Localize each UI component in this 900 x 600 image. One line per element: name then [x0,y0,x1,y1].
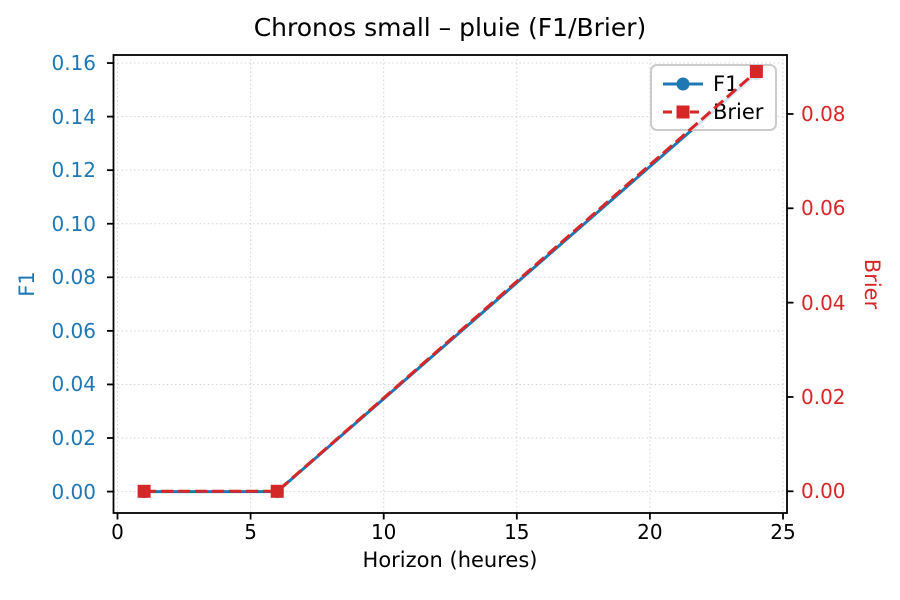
right-tick-label: 0.06 [801,196,846,221]
left-tick-label: 0.02 [51,426,96,450]
x-tick-label: 25 [770,520,796,544]
legend: F1 Brier [650,64,778,131]
right-tick-label: 0.08 [801,101,846,126]
right-tick-label: 0.04 [801,290,846,315]
legend-item-brier: Brier [661,98,763,125]
chart-title: Chronos small – pluie (F1/Brier) [253,13,647,42]
brier-line-sample-icon [663,105,703,118]
right-tick-label: 0.00 [801,479,846,504]
y-axis-label-right: Brier [860,258,884,310]
left-tick-label: 0.00 [51,479,96,504]
x-tick-label: 15 [504,520,530,544]
left-tick-label: 0.12 [51,158,96,183]
left-tick-label: 0.10 [51,211,96,236]
x-tick-label: 5 [244,520,257,544]
legend-label-brier: Brier [713,99,764,124]
legend-item-f1: F1 [661,70,763,97]
x-tick-label: 20 [637,520,663,544]
right-tick-label: 0.02 [801,384,846,409]
x-axis-label: Horizon (heures) [362,548,538,572]
f1-line-sample-icon [663,77,703,90]
left-tick-label: 0.08 [51,265,96,290]
x-tick-label: 0 [111,520,124,544]
left-tick-label: 0.06 [51,318,96,343]
legend-label-f1: F1 [713,71,739,96]
left-tick-label: 0.04 [51,372,96,397]
x-tick-label: 10 [370,520,397,544]
y-axis-label-left: F1 [15,271,39,297]
left-tick-label: 0.16 [51,51,96,76]
left-tick-label: 0.14 [51,104,96,129]
